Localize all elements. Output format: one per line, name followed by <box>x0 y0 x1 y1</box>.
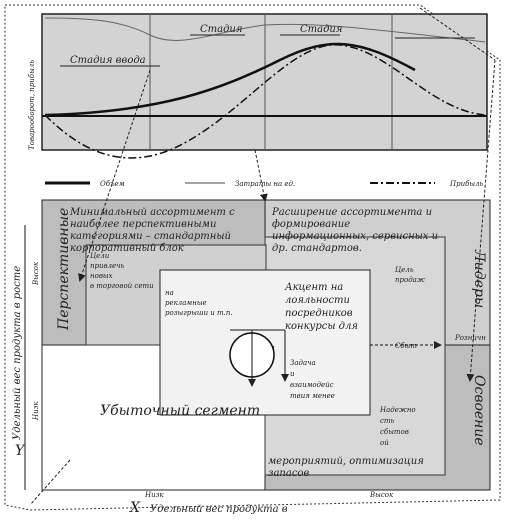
label: Убыточный сегмент <box>100 403 260 419</box>
label: твия менее <box>290 392 335 400</box>
label: Цели <box>90 252 110 260</box>
label: продаж <box>395 276 425 284</box>
label: X <box>129 500 141 516</box>
label: Высок <box>369 491 394 499</box>
label: взаимодейс <box>290 381 334 389</box>
label: Акцент на <box>284 282 343 293</box>
label: Лидеры <box>471 249 487 308</box>
label: Расширение ассортимента и <box>271 207 432 218</box>
label: др. стандартов. <box>272 243 362 254</box>
label: привлечь <box>90 262 125 270</box>
label: Низк <box>144 491 164 499</box>
stage-dividers <box>149 14 393 150</box>
legend-text: Прибыль <box>449 180 484 188</box>
label: категориями – стандартный <box>70 231 231 242</box>
stage-labels: Стадия ввода Стадия Стадия <box>60 24 475 67</box>
label: корпоративный блок <box>70 243 184 254</box>
legend-text: Затраты на ед. <box>235 180 295 188</box>
stage: Стадия ввода <box>70 55 146 66</box>
cost-curve <box>44 17 486 43</box>
profit-curve <box>44 44 486 159</box>
label: мероприятий, оптимизация <box>268 456 424 467</box>
label: формирование <box>272 219 350 230</box>
label: Цель <box>395 266 414 274</box>
label: Высок <box>32 261 40 286</box>
label: конкурсы для <box>285 321 358 332</box>
label: Надежно <box>379 406 416 414</box>
label: Освоение <box>471 375 487 446</box>
label: Низк <box>32 401 40 421</box>
label: Перспективные <box>56 208 72 331</box>
frame <box>4 4 501 511</box>
label: Удельный вес продукта в <box>150 504 288 515</box>
label: лояльности <box>285 295 350 306</box>
label: сбытов <box>380 428 409 436</box>
volume-curve <box>44 42 416 117</box>
label: сть <box>380 417 395 425</box>
label: розыгрыши и т.п. <box>165 309 233 317</box>
label: Задача <box>290 359 316 367</box>
label: Розничн <box>454 334 486 342</box>
label: Y <box>15 443 26 459</box>
stage: Стадия <box>300 24 343 35</box>
label: новых <box>90 272 113 280</box>
label: в торговой сети <box>90 282 154 290</box>
stage: Стадия <box>200 24 243 35</box>
label: и <box>290 370 295 378</box>
y-axis-label: Товарооборот, прибыль <box>28 60 36 150</box>
connectors <box>29 7 496 506</box>
label: Сбыт <box>395 342 417 350</box>
label: информационных, сервисных и <box>272 231 438 242</box>
label: запасов <box>268 468 309 479</box>
label: наиболее перспективными <box>70 219 216 230</box>
label: посредников <box>285 308 353 319</box>
label: Минимальный ассортимент с <box>69 207 235 218</box>
label: рекламные <box>165 299 207 307</box>
label: на <box>165 289 174 297</box>
label: Удельный вес продукта в росте <box>12 266 23 440</box>
label: ой <box>380 439 389 447</box>
